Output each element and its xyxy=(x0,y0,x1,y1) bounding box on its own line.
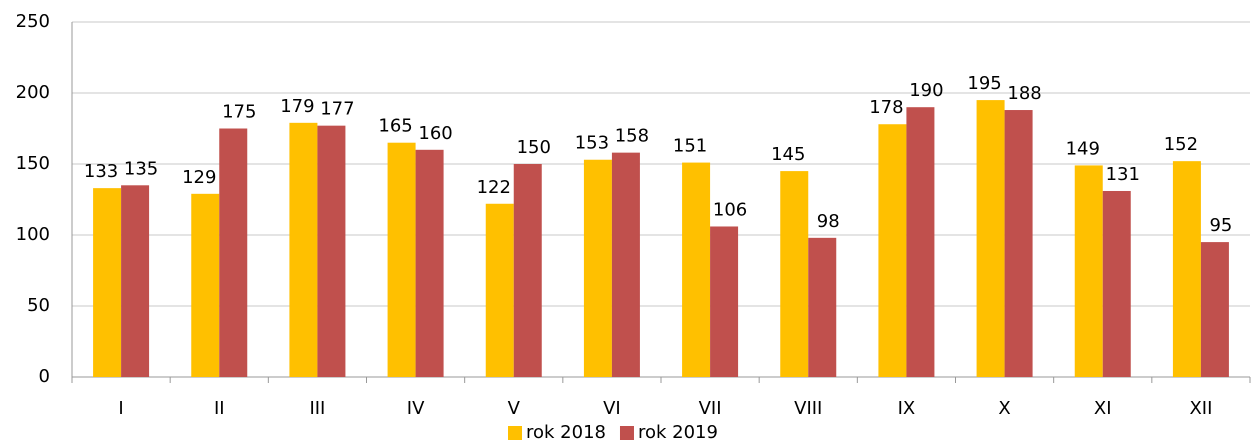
bar xyxy=(976,100,1005,377)
data-label: 98 xyxy=(817,211,840,232)
x-tick-label: III xyxy=(309,398,325,419)
x-tick-label: X xyxy=(998,398,1010,419)
data-label: 179 xyxy=(280,96,314,117)
y-tick-label: 0 xyxy=(39,366,50,387)
bar xyxy=(485,203,514,377)
x-tick-label: II xyxy=(214,398,225,419)
data-label: 165 xyxy=(378,116,412,137)
data-label: 175 xyxy=(222,102,256,123)
bar xyxy=(808,237,837,377)
bar xyxy=(780,171,809,377)
data-label: 190 xyxy=(909,80,943,101)
data-label: 131 xyxy=(1106,164,1140,185)
x-tick-label: VI xyxy=(603,398,621,419)
y-tick-label: 50 xyxy=(27,295,50,316)
bar xyxy=(710,226,739,377)
data-label: 153 xyxy=(575,133,609,154)
data-label: 106 xyxy=(713,199,747,220)
data-label: 178 xyxy=(869,97,903,118)
legend-label: rok 2018 xyxy=(526,422,606,443)
data-label: 122 xyxy=(477,177,511,198)
data-label: 188 xyxy=(1007,83,1041,104)
bar xyxy=(1074,165,1103,377)
bar xyxy=(906,107,935,377)
y-tick-label: 200 xyxy=(16,82,50,103)
data-label: 145 xyxy=(771,144,805,165)
bar xyxy=(583,159,612,377)
data-label: 133 xyxy=(84,161,118,182)
bar xyxy=(387,142,416,377)
x-tick-label: I xyxy=(118,398,123,419)
data-label: 177 xyxy=(320,99,354,120)
bar xyxy=(513,164,542,377)
data-label: 129 xyxy=(182,167,216,188)
data-label: 158 xyxy=(615,126,649,147)
bar xyxy=(1172,161,1201,377)
bar xyxy=(878,124,907,378)
x-tick-label: IV xyxy=(407,398,425,419)
y-tick-label: 250 xyxy=(16,11,50,32)
data-label: 195 xyxy=(967,73,1001,94)
legend-label: rok 2019 xyxy=(638,422,718,443)
bar xyxy=(682,162,711,377)
bar xyxy=(611,152,640,377)
data-label: 149 xyxy=(1066,138,1100,159)
bar xyxy=(289,122,318,377)
x-tick-label: VII xyxy=(699,398,722,419)
bar xyxy=(415,149,444,377)
legend-swatch xyxy=(619,426,634,440)
x-tick-label: IX xyxy=(898,398,916,419)
bar xyxy=(191,193,220,377)
data-label: 135 xyxy=(124,158,158,179)
bar xyxy=(1102,190,1131,377)
data-label: 151 xyxy=(673,136,707,157)
data-label: 160 xyxy=(418,123,452,144)
x-tick-label: XII xyxy=(1189,398,1212,419)
data-label: 152 xyxy=(1164,134,1198,155)
bar xyxy=(219,128,248,377)
y-tick-label: 150 xyxy=(16,153,50,174)
data-label: 95 xyxy=(1209,215,1232,236)
bar xyxy=(121,185,150,377)
bar xyxy=(93,188,122,377)
x-tick-label: XI xyxy=(1094,398,1112,419)
bar xyxy=(1004,110,1033,377)
y-tick-label: 100 xyxy=(16,224,50,245)
data-label: 150 xyxy=(517,137,551,158)
x-tick-label: VIII xyxy=(794,398,822,419)
x-tick-label: V xyxy=(508,398,521,419)
bar xyxy=(317,125,346,377)
legend-swatch xyxy=(508,426,522,440)
bar xyxy=(1200,242,1229,377)
